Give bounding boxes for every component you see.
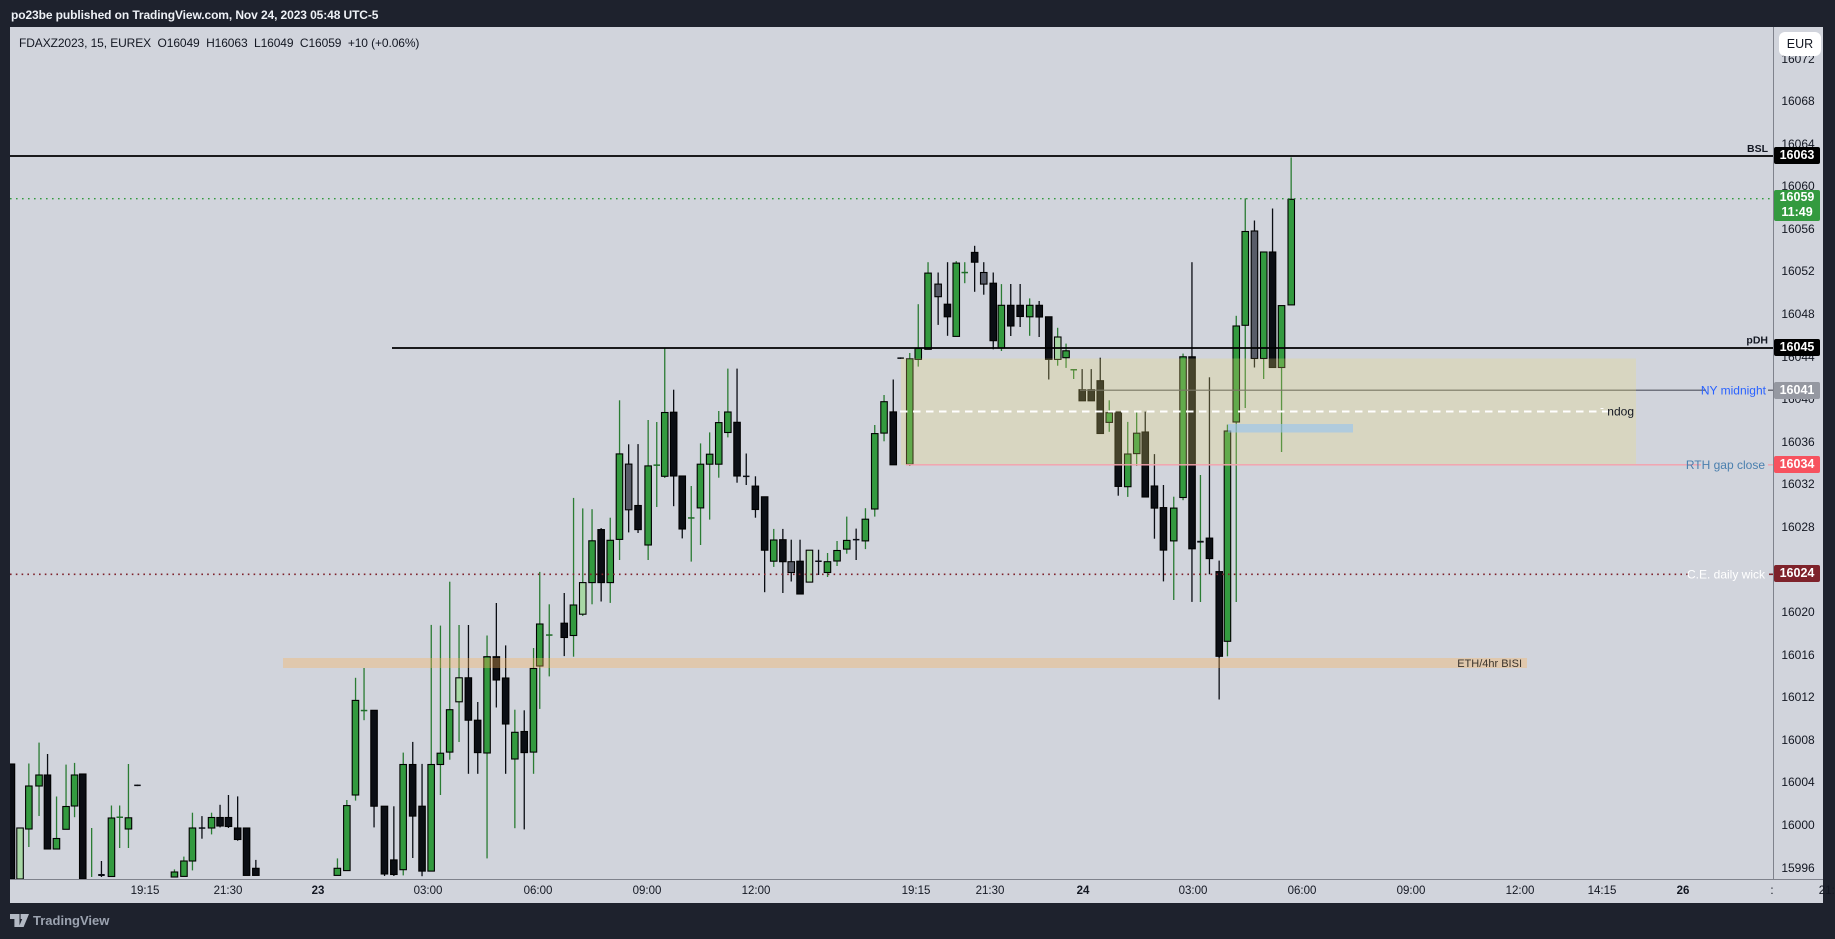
svg-text:ETH/4hr BISI: ETH/4hr BISI <box>1457 658 1522 670</box>
svg-text:RTH gap close: RTH gap close <box>1686 458 1765 472</box>
svg-text:pDH: pDH <box>1746 335 1768 347</box>
svg-text:BSL: BSL <box>1747 143 1769 155</box>
svg-text:ndog: ndog <box>1607 405 1634 419</box>
svg-text:-: - <box>1600 401 1604 415</box>
svg-text:NY midnight: NY midnight <box>1701 384 1767 398</box>
svg-text:C.E. daily wick: C.E. daily wick <box>1687 568 1766 582</box>
